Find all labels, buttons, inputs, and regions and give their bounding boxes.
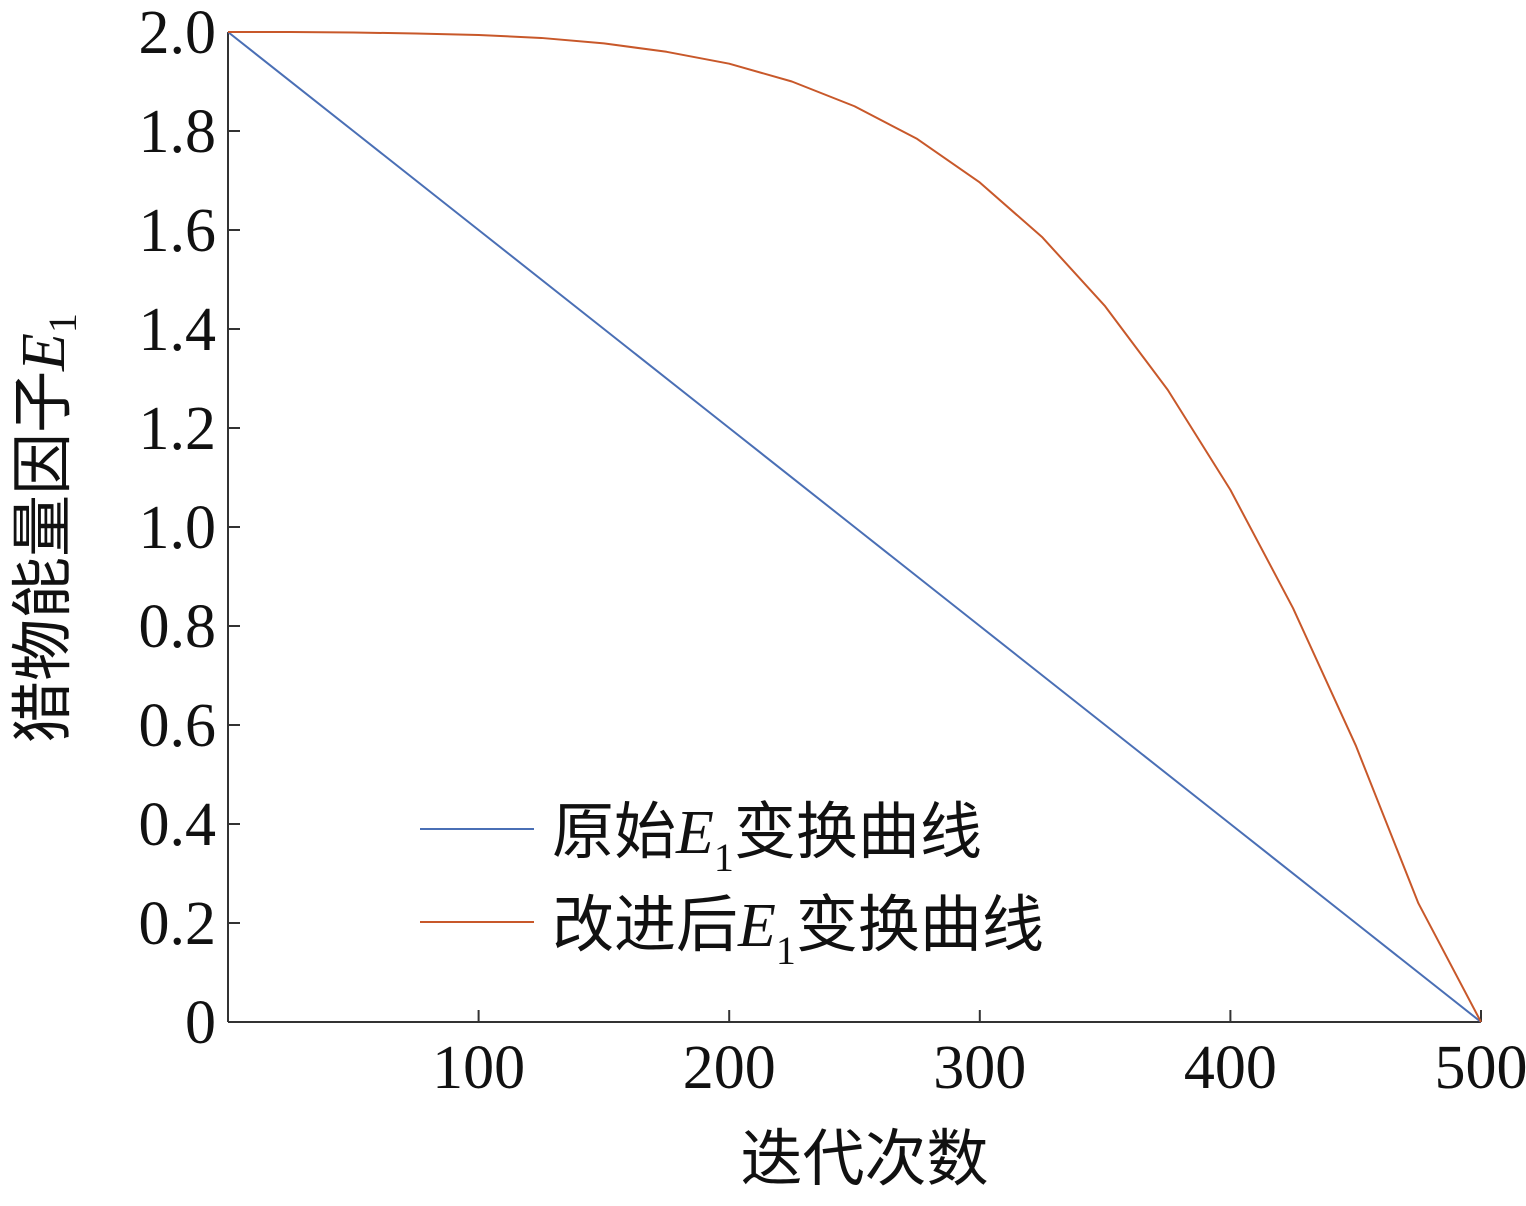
- y-tick-label: 1.0: [139, 494, 217, 562]
- legend-label-var: E: [737, 892, 776, 960]
- y-axis-title-prefix: 猎物能量因子: [6, 371, 79, 743]
- x-tick-label: 200: [683, 1034, 776, 1102]
- legend-label-var: E: [675, 799, 714, 867]
- y-axis-title-sub: 1: [40, 313, 85, 333]
- legend-label-pre: 原始: [552, 795, 676, 868]
- y-tick-label: 0.2: [139, 890, 217, 958]
- y-tick-label: 0.4: [139, 791, 217, 859]
- y-tick-label: 1.2: [139, 395, 217, 463]
- x-tick-label: 300: [933, 1034, 1026, 1102]
- y-ticks: 0 0.2 0.4 0.6 0.8 1.0 1.2 1.4 1.6 1.8 2.0: [139, 0, 240, 1057]
- y-axis-title: 猎物能量因子E1: [6, 313, 85, 743]
- legend-label-post: 变换曲线: [796, 888, 1044, 961]
- x-ticks: 100 200 300 400 500: [432, 1010, 1526, 1102]
- series-line-1: [227, 31, 1482, 1023]
- x-tick-label: 100: [432, 1034, 525, 1102]
- y-tick-label: 0.8: [139, 593, 217, 661]
- legend-label-2: 改进后E1变换曲线: [552, 888, 1044, 973]
- series-line-2: [228, 31, 1482, 1023]
- y-tick-label: 1.6: [139, 197, 217, 265]
- y-tick-label: 1.8: [139, 98, 217, 166]
- legend-label-post: 变换曲线: [734, 795, 982, 868]
- series-layer: [227, 31, 1482, 1023]
- x-axis-title: 迭代次数: [740, 1122, 988, 1195]
- legend-label-1: 原始E1变换曲线: [552, 795, 982, 880]
- x-tick-label: 500: [1435, 1034, 1526, 1102]
- x-tick-label: 400: [1184, 1034, 1277, 1102]
- legend-label-sub: 1: [776, 928, 796, 973]
- y-axis-title-var: E: [10, 333, 78, 372]
- y-tick-label: 0.6: [139, 692, 217, 760]
- y-tick-label: 0: [185, 989, 216, 1057]
- y-tick-label: 2.0: [139, 0, 217, 67]
- y-tick-label: 1.4: [139, 296, 217, 364]
- legend-label-sub: 1: [714, 835, 734, 880]
- legend-label-pre: 改进后: [552, 888, 738, 961]
